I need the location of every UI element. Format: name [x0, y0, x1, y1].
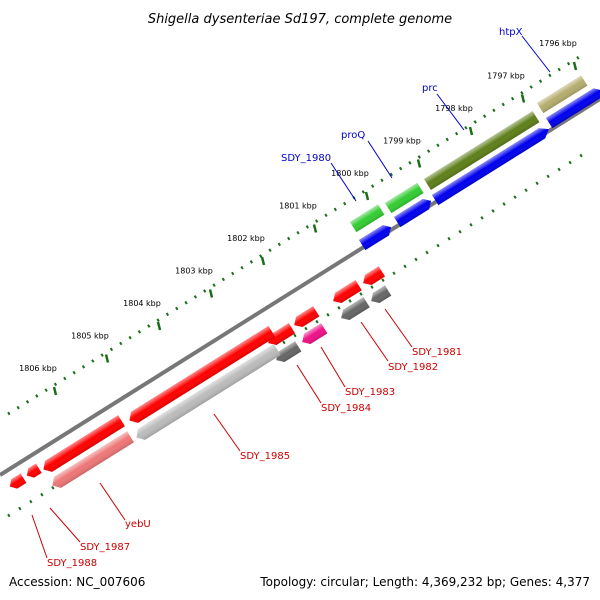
- cds-proQ-arrow[interactable]: [394, 196, 434, 228]
- leader-SDY_1987: [49, 507, 81, 543]
- gene-proQ-bar[interactable]: [385, 182, 424, 214]
- kbp-tick: [468, 126, 474, 136]
- cds-SDY_1982-arrow[interactable]: [338, 297, 370, 323]
- cds-yebU-arrow[interactable]: [49, 431, 134, 491]
- kbp-tick: [520, 94, 526, 103]
- cds-prc-arrow[interactable]: [432, 124, 552, 206]
- cds-SDY_1985-arrow[interactable]: [133, 344, 281, 443]
- kbp-label: 1802 kbp: [227, 234, 265, 243]
- kbp-label: 1805 kbp: [71, 332, 109, 341]
- kbp-label: 1803 kbp: [175, 267, 213, 276]
- gene-yebU-bar[interactable]: [40, 415, 125, 475]
- gene-label-yebU[interactable]: yebU: [125, 519, 151, 530]
- kbp-label: 1796 kbp: [539, 39, 577, 48]
- gene-SDY_1984-bar[interactable]: [265, 323, 296, 348]
- kbp-tick: [104, 354, 110, 363]
- kbp-tick: [156, 321, 162, 331]
- leader-prc: [436, 93, 465, 131]
- gene-label-SDY_1987[interactable]: SDY_1987: [80, 542, 130, 553]
- gene-label-SDY_1980[interactable]: SDY_1980: [281, 153, 331, 164]
- cds-SDY_1981-arrow[interactable]: [368, 285, 392, 306]
- leader-yebU: [99, 482, 126, 521]
- gene-SDY_1987-bar[interactable]: [24, 463, 42, 481]
- gene-label-SDY_1983[interactable]: SDY_1983: [345, 387, 395, 398]
- cds-SDY_1984-arrow[interactable]: [273, 341, 302, 365]
- kbp-label: 1798 kbp: [435, 104, 473, 113]
- forward-strand-genes: [350, 75, 600, 251]
- kbp-scale: 1796 kbp 1797 kbp 1798 kbp 1799 kbp 1800 kbp…: [19, 39, 578, 396]
- inner-tick-track: [7, 148, 591, 518]
- cds-SDY_1980-arrow[interactable]: [359, 222, 394, 251]
- gene-SDY_1983-bar[interactable]: [291, 306, 320, 330]
- genome-info-text: Topology: circular; Length: 4,369,232 bp…: [259, 575, 590, 589]
- kbp-label: 1799 kbp: [383, 137, 421, 146]
- leader-proQ: [367, 140, 393, 179]
- leader-SDY_1985: [213, 413, 241, 452]
- gene-label-SDY_1981[interactable]: SDY_1981: [412, 347, 462, 358]
- gene-label-proQ[interactable]: proQ: [341, 130, 365, 141]
- gene-labels: htpX prc proQ SDY_1980 SDY_1981 SDY_1982…: [47, 27, 523, 569]
- kbp-tick: [208, 289, 214, 298]
- gene-label-SDY_1988[interactable]: SDY_1988: [47, 558, 97, 569]
- gene-SDY_1988-bar[interactable]: [7, 473, 27, 492]
- map-title: Shigella dysenteriae Sd197, complete gen…: [148, 12, 452, 27]
- leader-SDY_1983: [320, 346, 346, 388]
- kbp-label: 1800 kbp: [331, 169, 369, 178]
- accession-text: Accession: NC_007606: [9, 575, 145, 589]
- leader-SDY_1988: [31, 514, 48, 559]
- outer-tick-track: [7, 52, 585, 416]
- kbp-label: 1801 kbp: [279, 202, 317, 211]
- cds-htpX-arrow[interactable]: [546, 85, 600, 129]
- kbp-tick: [364, 191, 370, 201]
- gene-htpX-bar[interactable]: [537, 75, 588, 114]
- leader-SDY_1982: [360, 321, 389, 362]
- gene-label-prc[interactable]: prc: [422, 83, 438, 94]
- kbp-tick: [572, 61, 578, 71]
- kbp-tick: [312, 224, 318, 233]
- kbp-tick: [260, 256, 266, 266]
- gene-label-htpX[interactable]: htpX: [499, 27, 523, 38]
- leader-SDY_1984: [296, 364, 322, 404]
- gene-SDY_1985-bar[interactable]: [126, 325, 276, 426]
- kbp-tick: [52, 386, 58, 396]
- gene-prc-bar[interactable]: [424, 111, 540, 191]
- label-leaders: [31, 35, 551, 559]
- kbp-label: 1806 kbp: [19, 364, 57, 373]
- gene-SDY_1980-bar[interactable]: [350, 204, 385, 233]
- kbp-label: 1804 kbp: [123, 299, 161, 308]
- kbp-label: 1797 kbp: [487, 72, 525, 81]
- gene-label-SDY_1985[interactable]: SDY_1985: [240, 451, 290, 462]
- gene-label-SDY_1984[interactable]: SDY_1984: [321, 403, 371, 414]
- kbp-tick: [416, 159, 422, 168]
- gene-SDY_1982-bar[interactable]: [330, 280, 362, 306]
- gene-label-SDY_1982[interactable]: SDY_1982: [388, 362, 438, 373]
- cds-SDY_1983-arrow[interactable]: [299, 323, 328, 347]
- leader-htpX: [521, 35, 551, 73]
- reverse-strand-genes: [7, 266, 392, 492]
- leader-SDY_1980: [330, 162, 357, 202]
- leader-SDY_1981: [384, 308, 413, 348]
- gene-SDY_1981-bar[interactable]: [360, 266, 386, 288]
